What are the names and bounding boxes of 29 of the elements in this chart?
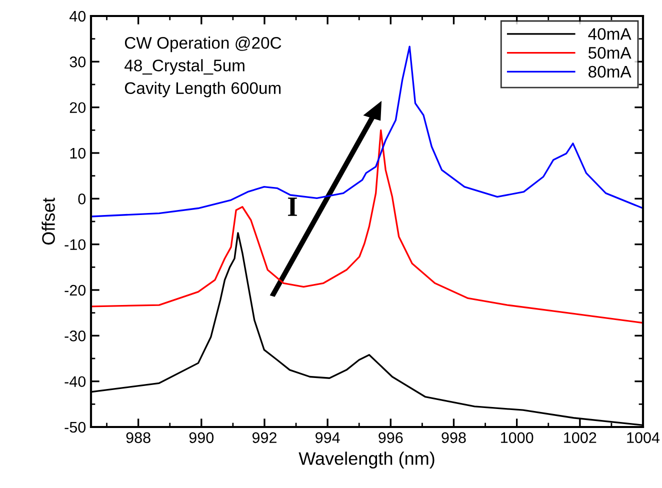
annotation: I — [288, 198, 297, 216]
y-tick-label: 0 — [78, 194, 86, 204]
y-tick-label: 30 — [70, 56, 86, 68]
annotation: 48_Crystal_5um — [124, 59, 244, 75]
legend-label: 80mA — [588, 66, 632, 78]
x-tick-label: 996 — [378, 432, 403, 444]
line-series — [91, 129, 643, 324]
legend-label: 50mA — [588, 46, 632, 59]
annotation: CW Operation @20C — [124, 36, 282, 52]
x-tick-label: 992 — [252, 432, 276, 444]
y-tick-label: -10 — [64, 239, 86, 250]
y-tick-label: 20 — [70, 102, 86, 114]
y-tick-label: -20 — [64, 284, 86, 296]
x-tick-label: 990 — [189, 432, 214, 444]
x-axis-title: Wavelength (nm) — [298, 452, 434, 468]
y-tick-label: 40 — [70, 10, 86, 22]
y-axis-title: Offset — [42, 198, 55, 245]
x-tick-label: 998 — [442, 432, 466, 444]
x-tick-label: 1004 — [627, 432, 660, 444]
y-tick-label: 10 — [70, 148, 86, 159]
y-tick-label: -30 — [64, 330, 86, 342]
y-tick-label: -40 — [64, 376, 86, 388]
x-tick-label: 1000 — [501, 432, 534, 444]
x-tick-label: 994 — [316, 432, 340, 444]
y-tick-label: -50 — [64, 422, 86, 433]
annotation: Cavity Length 600um — [124, 82, 281, 98]
legend-label: 40mA — [588, 28, 632, 40]
x-tick-label: 988 — [126, 432, 150, 444]
x-tick-label: 1002 — [564, 432, 596, 444]
